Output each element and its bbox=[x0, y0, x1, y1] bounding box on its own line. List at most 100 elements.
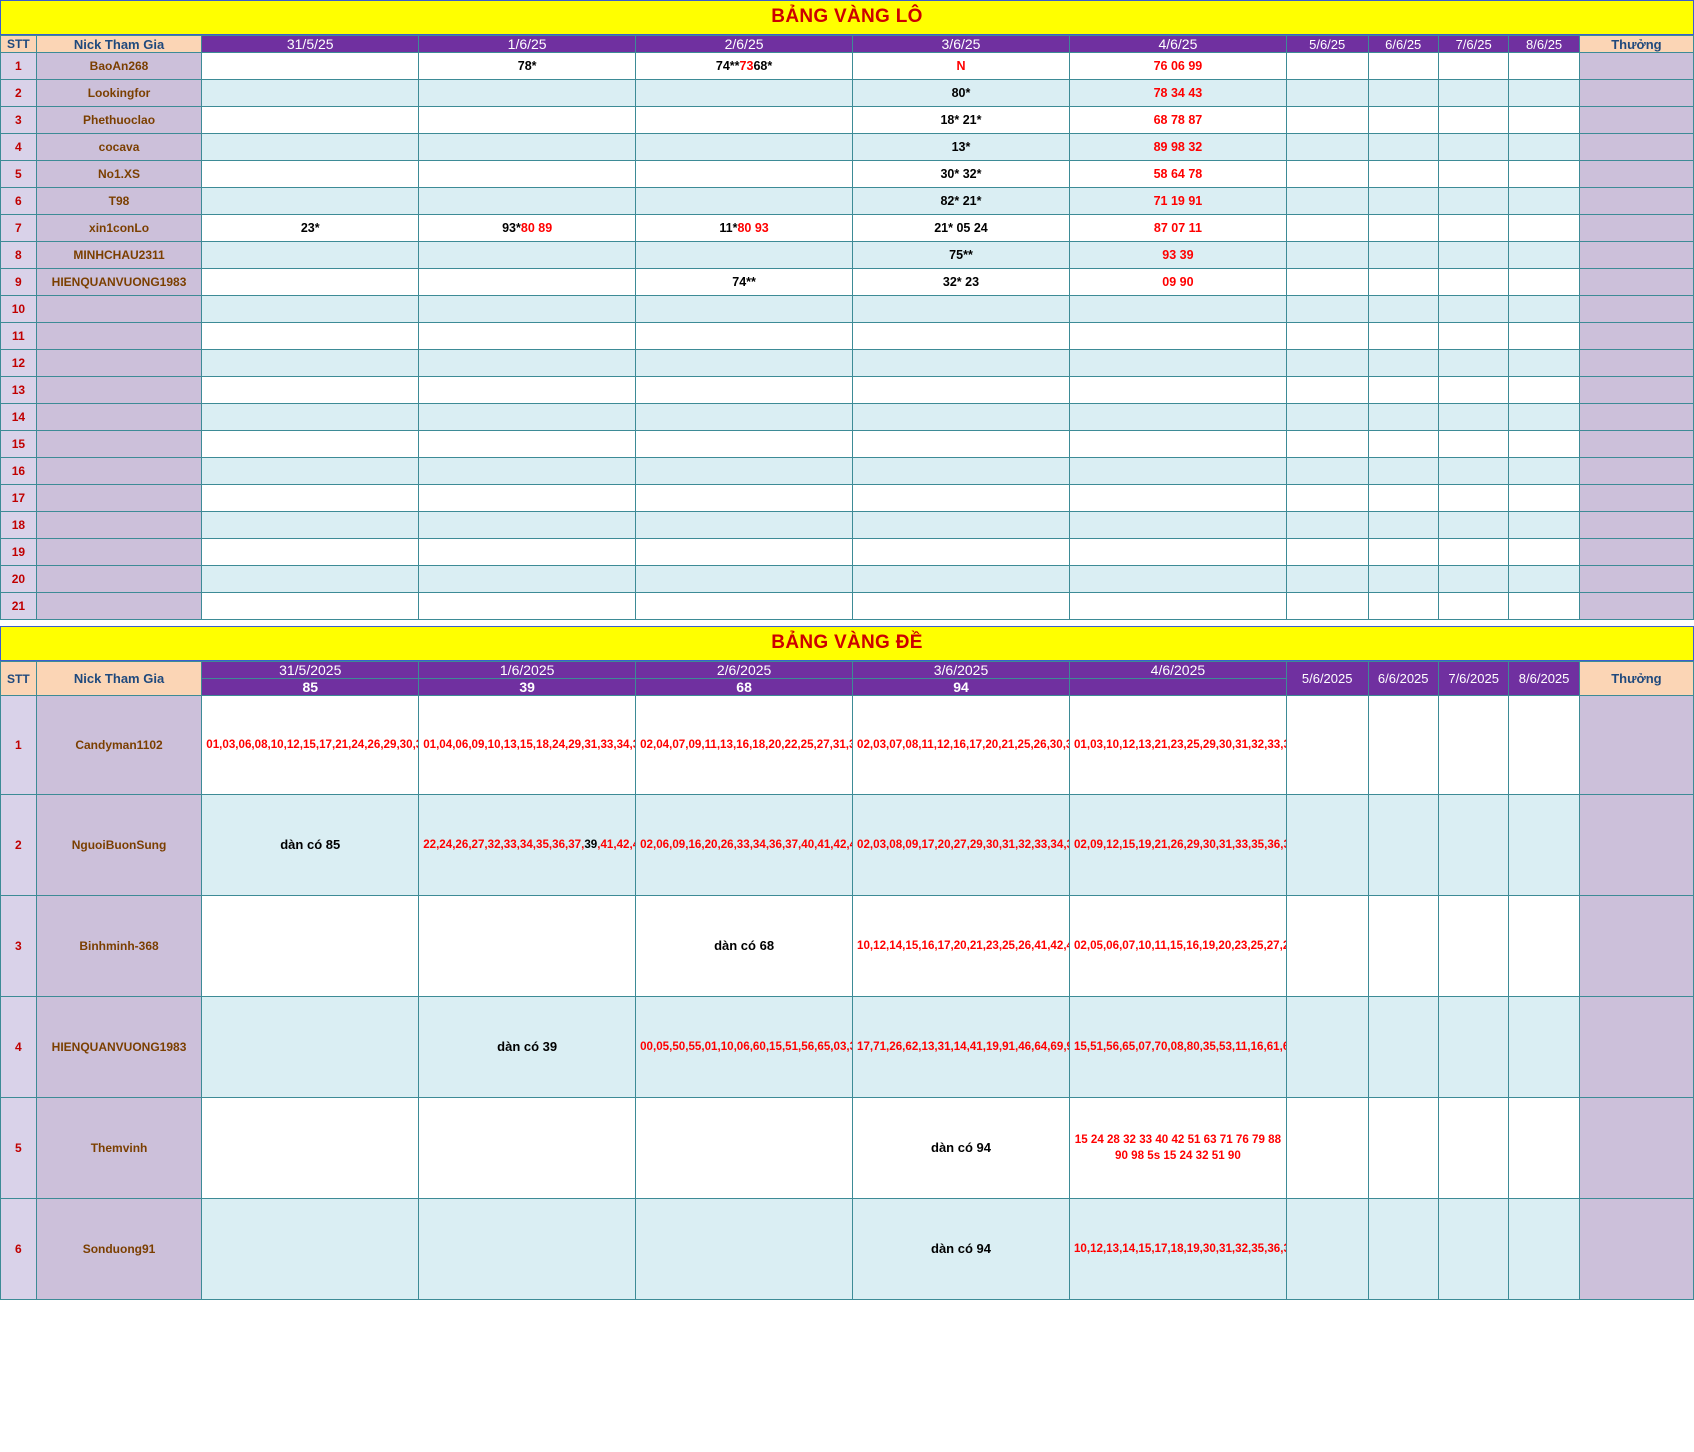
header-date-8[interactable]: 8/6/25 bbox=[1508, 35, 1580, 53]
data-cell-day-6[interactable] bbox=[1367, 52, 1439, 80]
data-cell-day-0[interactable] bbox=[201, 592, 420, 620]
data-cell-day-6[interactable] bbox=[1367, 79, 1439, 107]
data-cell-day-4[interactable] bbox=[1068, 349, 1287, 377]
prize-cell[interactable] bbox=[1578, 403, 1694, 431]
data-cell-day-4[interactable]: 58 64 78 bbox=[1068, 160, 1287, 188]
nickname-cell[interactable] bbox=[35, 322, 203, 350]
data-cell-day-8[interactable] bbox=[1508, 484, 1580, 512]
data-cell-day-8[interactable] bbox=[1508, 322, 1580, 350]
header2-date-0[interactable]: 31/5/2025 bbox=[201, 661, 420, 679]
nickname-cell[interactable] bbox=[35, 592, 203, 620]
data-cell-day-8[interactable] bbox=[1508, 996, 1580, 1098]
data-cell-day-5[interactable] bbox=[1285, 484, 1369, 512]
data-cell-day-0[interactable] bbox=[201, 52, 420, 80]
nickname-cell[interactable]: xin1conLo bbox=[35, 214, 203, 242]
header-date-7[interactable]: 7/6/25 bbox=[1437, 35, 1510, 53]
header2-date-7[interactable]: 7/6/2025 bbox=[1437, 661, 1510, 696]
data-cell-day-6[interactable] bbox=[1367, 214, 1439, 242]
data-cell-day-3[interactable]: 82* 21* bbox=[852, 187, 1070, 215]
data-cell-day-5[interactable] bbox=[1285, 187, 1369, 215]
prize-cell[interactable] bbox=[1578, 106, 1694, 134]
data-cell-day-8[interactable] bbox=[1508, 565, 1580, 593]
nickname-cell[interactable]: Themvinh bbox=[35, 1097, 203, 1199]
data-cell-day-3[interactable] bbox=[852, 484, 1070, 512]
data-cell-day-6[interactable] bbox=[1367, 268, 1439, 296]
data-cell-day-7[interactable] bbox=[1437, 160, 1510, 188]
data-cell-day-2[interactable] bbox=[635, 1097, 854, 1199]
data-cell-day-3[interactable]: 17,71,26,62,13,31,14,41,19,91,46,64,69,9… bbox=[852, 996, 1070, 1098]
data-cell-day-5[interactable] bbox=[1285, 376, 1369, 404]
header-date-4[interactable]: 4/6/25 bbox=[1068, 35, 1287, 53]
data-cell-day-6[interactable] bbox=[1367, 403, 1439, 431]
data-cell-day-5[interactable] bbox=[1285, 160, 1369, 188]
data-cell-day-7[interactable] bbox=[1437, 322, 1510, 350]
data-cell-day-6[interactable] bbox=[1367, 295, 1439, 323]
data-cell-day-7[interactable] bbox=[1437, 214, 1510, 242]
data-cell-day-7[interactable] bbox=[1437, 106, 1510, 134]
data-cell-day-8[interactable] bbox=[1508, 895, 1580, 997]
data-cell-day-1[interactable] bbox=[418, 484, 637, 512]
data-cell-day-2[interactable] bbox=[635, 322, 854, 350]
nickname-cell[interactable] bbox=[35, 484, 203, 512]
data-cell-day-1[interactable] bbox=[418, 106, 637, 134]
data-cell-day-2[interactable] bbox=[635, 592, 854, 620]
data-cell-day-0[interactable] bbox=[201, 376, 420, 404]
data-cell-day-5[interactable] bbox=[1285, 695, 1369, 795]
header2-date-2[interactable]: 2/6/2025 bbox=[635, 661, 854, 679]
data-cell-day-1[interactable] bbox=[418, 1097, 637, 1199]
data-cell-day-4[interactable] bbox=[1068, 295, 1287, 323]
data-cell-day-2[interactable]: 02,04,07,09,11,13,16,18,20,22,25,27,31,3… bbox=[635, 695, 854, 795]
data-cell-day-7[interactable] bbox=[1437, 565, 1510, 593]
data-cell-day-4[interactable]: 01,03,10,12,13,21,23,25,29,30,31,32,33,3… bbox=[1068, 695, 1287, 795]
data-cell-day-7[interactable] bbox=[1437, 511, 1510, 539]
data-cell-day-0[interactable] bbox=[201, 457, 420, 485]
data-cell-day-2[interactable] bbox=[635, 403, 854, 431]
prize-cell[interactable] bbox=[1578, 430, 1694, 458]
data-cell-day-0[interactable] bbox=[201, 160, 420, 188]
nickname-cell[interactable]: HIENQUANVUONG1983 bbox=[35, 268, 203, 296]
prize-cell[interactable] bbox=[1578, 1198, 1694, 1300]
data-cell-day-5[interactable] bbox=[1285, 1198, 1369, 1300]
data-cell-day-0[interactable]: 01,03,06,08,10,12,15,17,21,24,26,29,30,3… bbox=[201, 695, 420, 795]
data-cell-day-2[interactable]: 00,05,50,55,01,10,06,60,15,51,56,65,03,3… bbox=[635, 996, 854, 1098]
header-date-6[interactable]: 6/6/25 bbox=[1367, 35, 1439, 53]
data-cell-day-6[interactable] bbox=[1367, 511, 1439, 539]
data-cell-day-4[interactable]: 15 24 28 32 33 40 42 51 63 71 76 79 88 9… bbox=[1068, 1097, 1287, 1199]
data-cell-day-6[interactable] bbox=[1367, 565, 1439, 593]
data-cell-day-4[interactable]: 78 34 43 bbox=[1068, 79, 1287, 107]
data-cell-day-4[interactable]: 02,05,06,07,10,11,15,16,19,20,23,25,27,2… bbox=[1068, 895, 1287, 997]
data-cell-day-8[interactable] bbox=[1508, 794, 1580, 896]
data-cell-day-5[interactable] bbox=[1285, 511, 1369, 539]
data-cell-day-7[interactable] bbox=[1437, 403, 1510, 431]
data-cell-day-4[interactable]: 71 19 91 bbox=[1068, 187, 1287, 215]
data-cell-day-2[interactable]: 11*80 93 bbox=[635, 214, 854, 242]
data-cell-day-7[interactable] bbox=[1437, 538, 1510, 566]
data-cell-day-0[interactable] bbox=[201, 895, 420, 997]
data-cell-day-7[interactable] bbox=[1437, 295, 1510, 323]
data-cell-day-0[interactable] bbox=[201, 133, 420, 161]
data-cell-day-2[interactable] bbox=[635, 565, 854, 593]
data-cell-day-6[interactable] bbox=[1367, 133, 1439, 161]
data-cell-day-8[interactable] bbox=[1508, 430, 1580, 458]
data-cell-day-7[interactable] bbox=[1437, 187, 1510, 215]
data-cell-day-5[interactable] bbox=[1285, 295, 1369, 323]
prize-cell[interactable] bbox=[1578, 160, 1694, 188]
prize-cell[interactable] bbox=[1578, 565, 1694, 593]
data-cell-day-4[interactable] bbox=[1068, 484, 1287, 512]
data-cell-day-2[interactable] bbox=[635, 133, 854, 161]
data-cell-day-8[interactable] bbox=[1508, 349, 1580, 377]
data-cell-day-8[interactable] bbox=[1508, 268, 1580, 296]
data-cell-day-5[interactable] bbox=[1285, 430, 1369, 458]
data-cell-day-0[interactable] bbox=[201, 430, 420, 458]
data-cell-day-7[interactable] bbox=[1437, 79, 1510, 107]
data-cell-day-3[interactable]: 02,03,07,08,11,12,16,17,20,21,25,26,30,3… bbox=[852, 695, 1070, 795]
data-cell-day-3[interactable] bbox=[852, 511, 1070, 539]
data-cell-day-8[interactable] bbox=[1508, 295, 1580, 323]
data-cell-day-2[interactable] bbox=[635, 430, 854, 458]
data-cell-day-6[interactable] bbox=[1367, 592, 1439, 620]
data-cell-day-3[interactable]: 32* 23 bbox=[852, 268, 1070, 296]
header-date-2[interactable]: 2/6/25 bbox=[635, 35, 854, 53]
nickname-cell[interactable]: Binhminh-368 bbox=[35, 895, 203, 997]
data-cell-day-5[interactable] bbox=[1285, 403, 1369, 431]
data-cell-day-6[interactable] bbox=[1367, 349, 1439, 377]
